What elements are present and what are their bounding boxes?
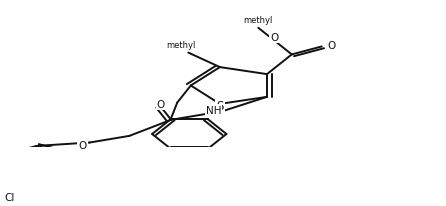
Text: methyl: methyl: [166, 40, 196, 49]
Text: NH: NH: [206, 105, 221, 116]
Text: Cl: Cl: [4, 192, 15, 202]
Text: S: S: [216, 99, 223, 112]
Text: O: O: [157, 100, 165, 110]
Text: O: O: [328, 41, 336, 51]
Text: methyl: methyl: [244, 16, 273, 25]
Text: O: O: [270, 32, 279, 42]
Text: O: O: [78, 140, 87, 151]
